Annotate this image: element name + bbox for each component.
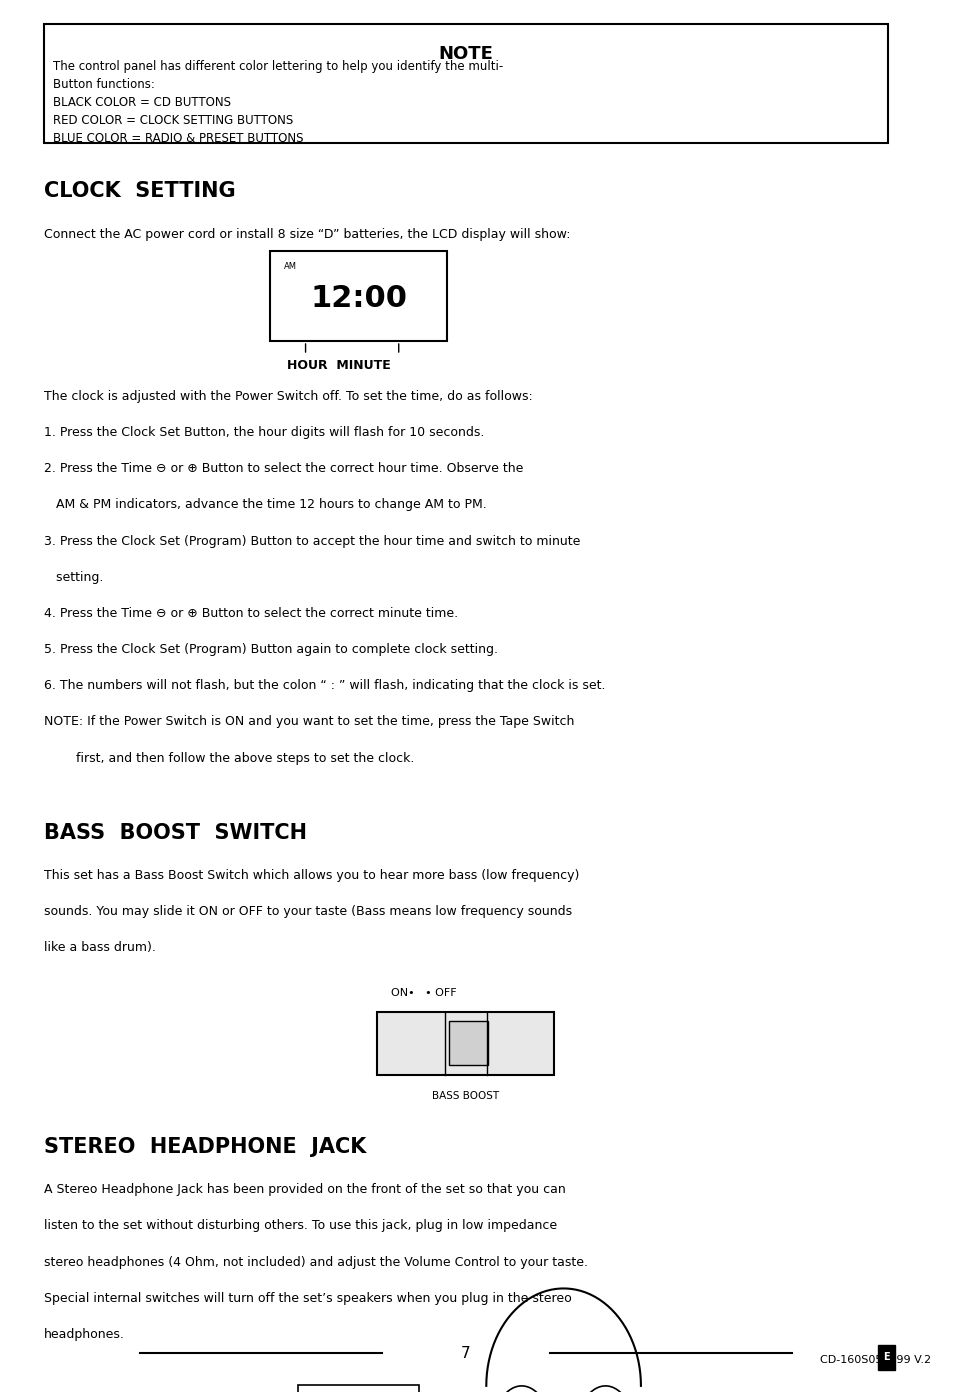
Text: BLACK COLOR = CD BUTTONS: BLACK COLOR = CD BUTTONS [53, 96, 231, 109]
Bar [449, 1022, 488, 1065]
Text: CLOCK  SETTING: CLOCK SETTING [44, 181, 235, 200]
Text: CD-160S050699 V.2: CD-160S050699 V.2 [819, 1354, 930, 1366]
Text: 4. Press the Time ⊖ or ⊕ Button to select the correct minute time.: 4. Press the Time ⊖ or ⊕ Button to selec… [44, 607, 457, 619]
Text: sounds. You may slide it ON or OFF to your taste (Bass means low frequency sound: sounds. You may slide it ON or OFF to yo… [44, 905, 571, 917]
Text: BLUE COLOR = RADIO & PRESET BUTTONS: BLUE COLOR = RADIO & PRESET BUTTONS [53, 132, 303, 145]
Text: NOTE: If the Power Switch is ON and you want to set the time, press the Tape Swi: NOTE: If the Power Switch is ON and you … [44, 715, 574, 728]
Text: BASS BOOST: BASS BOOST [432, 1091, 498, 1101]
Text: The control panel has different color lettering to help you identify the multi-: The control panel has different color le… [53, 60, 503, 72]
Text: stereo headphones (4 Ohm, not included) and adjust the Volume Control to your ta: stereo headphones (4 Ohm, not included) … [44, 1256, 587, 1268]
Text: 3. Press the Clock Set (Program) Button to accept the hour time and switch to mi: 3. Press the Clock Set (Program) Button … [44, 535, 579, 547]
Text: 7: 7 [460, 1346, 470, 1360]
Text: 1. Press the Clock Set Button, the hour digits will flash for 10 seconds.: 1. Press the Clock Set Button, the hour … [44, 426, 484, 438]
Text: STEREO  HEADPHONE  JACK: STEREO HEADPHONE JACK [44, 1137, 366, 1157]
Text: AM: AM [284, 262, 296, 270]
Text: HOUR  MINUTE: HOUR MINUTE [287, 359, 391, 372]
Text: 2. Press the Time ⊖ or ⊕ Button to select the correct hour time. Observe the: 2. Press the Time ⊖ or ⊕ Button to selec… [44, 462, 522, 475]
Text: BASS  BOOST  SWITCH: BASS BOOST SWITCH [44, 823, 307, 842]
Text: setting.: setting. [44, 571, 103, 583]
Text: NOTE: NOTE [437, 45, 493, 63]
Text: 12:00: 12:00 [310, 284, 407, 313]
Text: E: E [882, 1352, 889, 1363]
Text: Button functions:: Button functions: [53, 78, 154, 90]
Bar [376, 1012, 554, 1075]
Text: Special internal switches will turn off the set’s speakers when you plug in the : Special internal switches will turn off … [44, 1292, 571, 1304]
Text: ON•   • OFF: ON• • OFF [391, 988, 456, 998]
Text: Connect the AC power cord or install 8 size “D” batteries, the LCD display will : Connect the AC power cord or install 8 s… [44, 228, 570, 241]
Text: A Stereo Headphone Jack has been provided on the front of the set so that you ca: A Stereo Headphone Jack has been provide… [44, 1183, 565, 1196]
Text: RED COLOR = CLOCK SETTING BUTTONS: RED COLOR = CLOCK SETTING BUTTONS [53, 114, 293, 127]
Text: headphones.: headphones. [44, 1328, 125, 1340]
Bar [297, 1385, 418, 1392]
Text: like a bass drum).: like a bass drum). [44, 941, 155, 954]
FancyBboxPatch shape [44, 24, 887, 143]
FancyBboxPatch shape [878, 1345, 894, 1370]
Bar [270, 251, 447, 341]
Text: AM & PM indicators, advance the time 12 hours to change AM to PM.: AM & PM indicators, advance the time 12 … [44, 498, 486, 511]
Text: The clock is adjusted with the Power Switch off. To set the time, do as follows:: The clock is adjusted with the Power Swi… [44, 390, 532, 402]
Text: This set has a Bass Boost Switch which allows you to hear more bass (low frequen: This set has a Bass Boost Switch which a… [44, 869, 578, 881]
Text: 5. Press the Clock Set (Program) Button again to complete clock setting.: 5. Press the Clock Set (Program) Button … [44, 643, 497, 656]
Text: 6. The numbers will not flash, but the colon “ : ” will flash, indicating that t: 6. The numbers will not flash, but the c… [44, 679, 604, 692]
Text: first, and then follow the above steps to set the clock.: first, and then follow the above steps t… [44, 752, 414, 764]
Text: listen to the set without disturbing others. To use this jack, plug in low imped: listen to the set without disturbing oth… [44, 1219, 557, 1232]
